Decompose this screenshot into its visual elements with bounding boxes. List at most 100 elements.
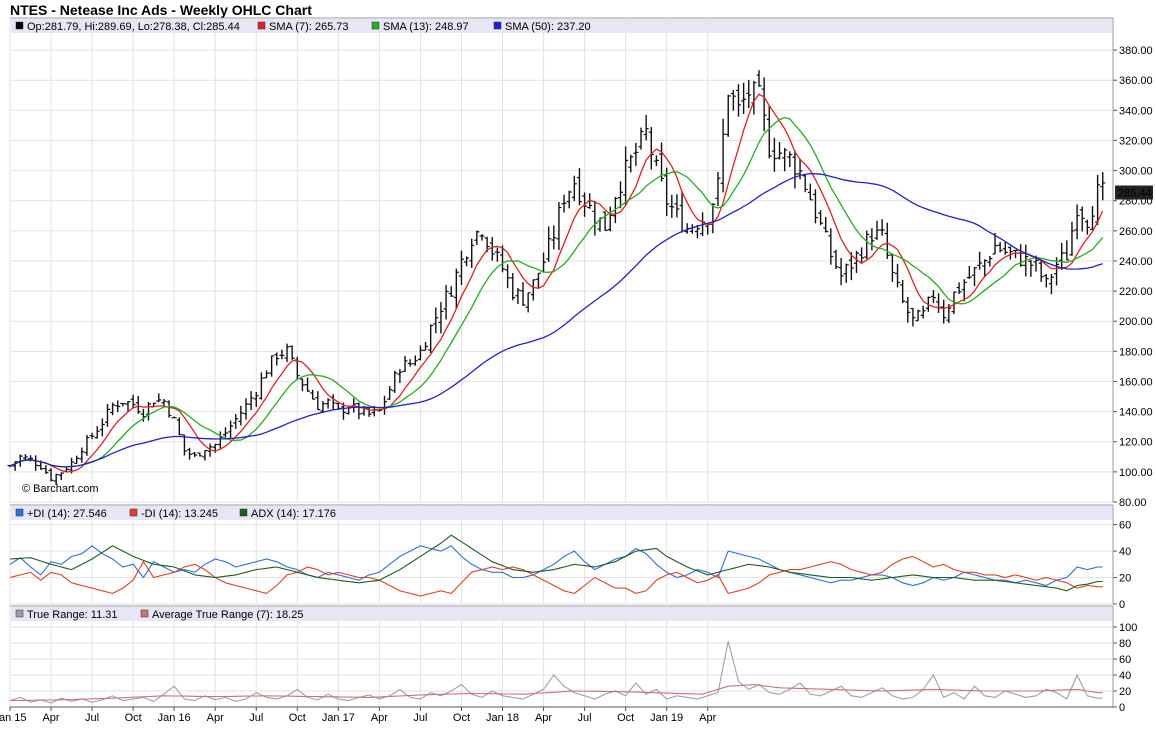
y-tick-label: 180.00 bbox=[1119, 346, 1153, 358]
ohlc-bar bbox=[623, 146, 629, 206]
x-tick-label: Jul bbox=[85, 712, 99, 724]
legend-swatch bbox=[140, 609, 149, 618]
legend-swatch bbox=[15, 21, 24, 30]
ohlc-bar bbox=[48, 468, 54, 482]
ohlc-bar bbox=[458, 250, 464, 286]
ohlc-bar bbox=[843, 263, 849, 283]
sma-7-line bbox=[9, 93, 1104, 473]
x-tick-label: Apr bbox=[699, 712, 716, 724]
ohlc-bar bbox=[771, 137, 777, 172]
ohlc-bar bbox=[1100, 172, 1106, 201]
legend-entry: +DI (14): 27.546 bbox=[27, 508, 107, 520]
ohlc-bar bbox=[494, 247, 500, 262]
legend-band bbox=[11, 19, 1112, 33]
panel-frame bbox=[9, 605, 1114, 708]
ohlc-bar bbox=[89, 432, 95, 440]
ohlc-bar bbox=[1059, 242, 1065, 270]
ohlc-bar bbox=[910, 307, 916, 327]
ohlc-bar bbox=[356, 402, 362, 420]
ohlc-bar bbox=[566, 190, 572, 209]
ohlc-bar bbox=[956, 282, 962, 294]
x-tick-label: Jul bbox=[249, 712, 263, 724]
ohlc-bar bbox=[228, 420, 234, 439]
ohlc-bar bbox=[453, 268, 459, 310]
legend-swatch bbox=[15, 609, 24, 618]
ohlc-bar bbox=[428, 324, 434, 354]
x-tick-label: Jan 17 bbox=[322, 712, 355, 724]
panel-frame bbox=[9, 17, 1114, 503]
ohlc-bar bbox=[402, 355, 408, 372]
ohlc-bar bbox=[515, 287, 521, 305]
adx-line bbox=[9, 534, 1103, 592]
sma-13-line bbox=[9, 116, 1104, 468]
ohlc-bar bbox=[812, 189, 818, 224]
minus_di-line bbox=[9, 555, 1103, 597]
watermark-text: © Barchart.com bbox=[22, 483, 99, 495]
ohlc-bar bbox=[895, 263, 901, 288]
x-tick-label: Oct bbox=[617, 712, 634, 724]
ohlc-bar bbox=[130, 394, 136, 409]
ohlc-bar bbox=[407, 359, 413, 367]
y-tick-label: 80.00 bbox=[1119, 497, 1147, 509]
legend-entry: Average True Range (7): 18.25 bbox=[152, 609, 303, 621]
ohlc-bar bbox=[633, 142, 639, 166]
ohlc-bar bbox=[653, 155, 659, 167]
ohlc-bar bbox=[638, 127, 644, 150]
ohlc-bar bbox=[792, 150, 798, 189]
y-tick-label: 320.00 bbox=[1119, 135, 1153, 147]
x-tick-label: Jul bbox=[578, 712, 592, 724]
ohlc-bar bbox=[1043, 274, 1049, 288]
ohlc-bar bbox=[884, 222, 890, 259]
ohlc-bar bbox=[915, 309, 921, 322]
panel-frame bbox=[9, 504, 1114, 605]
ohlc-bar bbox=[115, 400, 121, 413]
ohlc-bar bbox=[474, 230, 480, 246]
ohlc-bar bbox=[966, 266, 972, 279]
ohlc-bar bbox=[510, 272, 516, 301]
ohlc-bar bbox=[520, 282, 526, 306]
ohlc-bar bbox=[756, 70, 762, 87]
ohlc-bar bbox=[43, 465, 49, 474]
ohlc-bar bbox=[448, 286, 454, 297]
ohlc-bar bbox=[120, 402, 126, 407]
ohlc-bar bbox=[443, 284, 449, 320]
ohlc-bar bbox=[58, 472, 64, 481]
ohlc-bar bbox=[94, 426, 100, 439]
chart-title: NTES - Netease Inc Ads - Weekly OHLC Cha… bbox=[10, 2, 312, 18]
ohlc-bar bbox=[971, 267, 977, 287]
ohlc-bar bbox=[417, 345, 423, 361]
y-tick-label: 220.00 bbox=[1119, 286, 1153, 298]
legend-entry: ADX (14): 17.176 bbox=[251, 508, 336, 520]
ohlc-bar bbox=[715, 172, 721, 207]
ohlc-bar bbox=[643, 115, 649, 141]
ohlc-bar bbox=[977, 251, 983, 270]
x-tick-label: Apr bbox=[535, 712, 552, 724]
x-tick-label: Jul bbox=[413, 712, 427, 724]
ohlc-bar bbox=[284, 343, 290, 363]
ohlc-bar bbox=[1079, 206, 1085, 232]
ohlc-bar bbox=[664, 167, 670, 217]
ohlc-bar bbox=[181, 434, 187, 456]
y-tick-label: 240.00 bbox=[1119, 256, 1153, 268]
ohlc-bar bbox=[818, 210, 824, 226]
y-tick-label: 200.00 bbox=[1119, 316, 1153, 328]
ohlc-bar bbox=[987, 256, 993, 267]
legend-swatch bbox=[15, 508, 24, 517]
y-tick-label: 40 bbox=[1119, 546, 1131, 558]
ohlc-bar bbox=[489, 237, 495, 261]
ohlc-bar bbox=[1074, 204, 1080, 240]
ohlc-bar bbox=[1048, 274, 1054, 295]
ohlc-bar bbox=[766, 106, 772, 159]
ohlc-bar bbox=[900, 279, 906, 304]
legend-entry: -DI (14): 13.245 bbox=[141, 508, 218, 520]
ohlc-bar bbox=[930, 290, 936, 304]
ohlc-bar bbox=[874, 220, 880, 240]
y-tick-label: 60 bbox=[1119, 654, 1131, 666]
x-tick-label: Oct bbox=[453, 712, 470, 724]
ohlc-bar bbox=[392, 370, 398, 393]
ohlc-bar bbox=[84, 434, 90, 456]
ohlc-bar bbox=[648, 127, 654, 170]
y-tick-label: 380.00 bbox=[1119, 45, 1153, 57]
ohlc-bar bbox=[807, 183, 813, 201]
ohlc-bar bbox=[1002, 242, 1008, 255]
